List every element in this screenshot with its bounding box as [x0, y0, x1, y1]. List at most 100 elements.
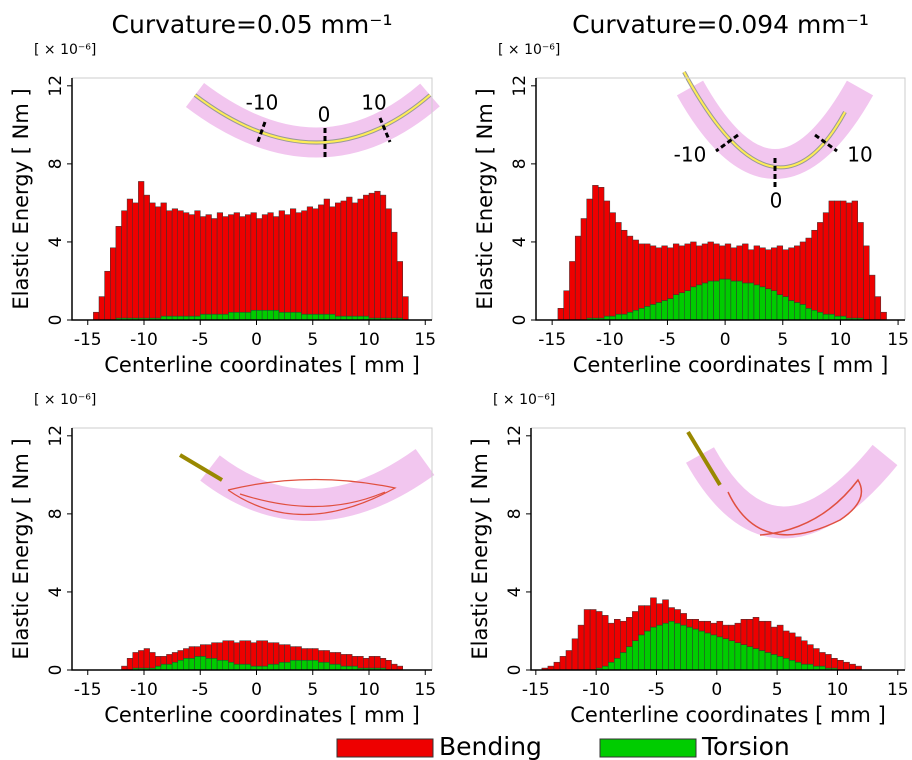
- bar: [290, 208, 297, 313]
- bar: [722, 638, 730, 671]
- bar: [730, 247, 737, 282]
- bar: [104, 270, 111, 321]
- bar: [831, 658, 838, 669]
- bar: [160, 656, 167, 665]
- bar: [626, 311, 634, 321]
- bar: [211, 642, 218, 659]
- y-tick-label: 12: [505, 425, 525, 447]
- bar: [722, 624, 730, 640]
- chart-title: Curvature=0.094 mm⁻¹: [572, 10, 869, 39]
- bar: [239, 216, 246, 313]
- y-tick-label: 12: [510, 75, 530, 97]
- bar: [301, 210, 308, 315]
- bar: [216, 313, 223, 321]
- bar: [595, 611, 603, 669]
- y-multiplier: [ × 10⁻⁶]: [34, 42, 96, 58]
- bar: [267, 663, 274, 671]
- bar: [701, 282, 709, 321]
- bar: [194, 656, 201, 671]
- bar: [794, 302, 801, 321]
- bar: [758, 620, 766, 651]
- legend-swatch: [599, 738, 697, 758]
- y-tick-label: 0: [46, 315, 66, 326]
- y-axis-label: Elastic Energy [ Nm ]: [468, 438, 492, 659]
- bar: [374, 656, 381, 669]
- bar: [728, 640, 736, 671]
- bar: [782, 658, 790, 671]
- y-multiplier: [ × 10⁻⁶]: [34, 392, 96, 408]
- bar: [318, 204, 325, 315]
- bar: [644, 306, 651, 321]
- bar: [233, 642, 240, 665]
- bar: [788, 659, 796, 671]
- bar: [845, 202, 853, 319]
- bar: [357, 656, 364, 669]
- bar: [312, 659, 319, 671]
- bar: [734, 642, 742, 671]
- bar: [278, 210, 285, 313]
- bar: [155, 656, 162, 667]
- bar: [177, 210, 184, 317]
- bar: [863, 245, 870, 321]
- bar: [644, 630, 651, 671]
- bar: [346, 196, 353, 317]
- bar: [589, 609, 597, 671]
- bar: [335, 652, 342, 665]
- bar: [312, 208, 319, 315]
- bar: [211, 218, 218, 315]
- bar: [620, 620, 627, 653]
- bar: [166, 210, 173, 317]
- bar: [357, 198, 364, 317]
- bar: [696, 284, 703, 321]
- bar: [160, 663, 167, 671]
- bar: [312, 313, 319, 321]
- y-tick-label: 4: [46, 587, 66, 598]
- bar: [684, 243, 691, 291]
- bar: [267, 212, 274, 311]
- bar: [601, 615, 609, 667]
- y-tick-label: 0: [505, 665, 525, 676]
- bar: [245, 640, 252, 665]
- y-axis-label: Elastic Energy [ Nm ]: [9, 88, 33, 309]
- bar: [211, 313, 218, 321]
- annotation: 10: [361, 91, 386, 115]
- bar: [110, 247, 117, 321]
- bar: [273, 663, 280, 671]
- bar: [583, 609, 591, 671]
- bar: [200, 644, 207, 657]
- bar: [93, 311, 100, 321]
- bar: [245, 311, 252, 321]
- y-tick-label: 4: [510, 237, 530, 248]
- bar: [644, 243, 651, 307]
- bar: [598, 187, 605, 319]
- bar: [828, 313, 835, 321]
- x-tick-label: 10: [827, 680, 849, 700]
- y-tick-label: 8: [505, 508, 525, 519]
- bar: [811, 229, 818, 311]
- bar: [318, 313, 325, 321]
- bar: [713, 280, 720, 321]
- x-tick-label: 0: [720, 330, 731, 350]
- bar: [284, 661, 291, 671]
- bar: [765, 249, 772, 290]
- bar: [828, 200, 835, 315]
- bar: [707, 241, 714, 282]
- bar: [638, 308, 645, 321]
- bar: [851, 200, 858, 319]
- bar: [351, 202, 358, 317]
- bar: [710, 634, 718, 671]
- bar: [843, 661, 850, 671]
- bar: [805, 237, 812, 309]
- bar: [776, 624, 784, 657]
- bar: [306, 659, 313, 671]
- bar: [149, 202, 156, 319]
- bar: [672, 294, 680, 321]
- bar: [171, 652, 178, 663]
- bar: [138, 181, 145, 319]
- bar: [626, 617, 633, 647]
- bar: [194, 646, 201, 657]
- bar: [678, 245, 686, 293]
- bar: [155, 206, 162, 319]
- x-tick-label: -5: [659, 330, 676, 350]
- bar: [649, 304, 657, 321]
